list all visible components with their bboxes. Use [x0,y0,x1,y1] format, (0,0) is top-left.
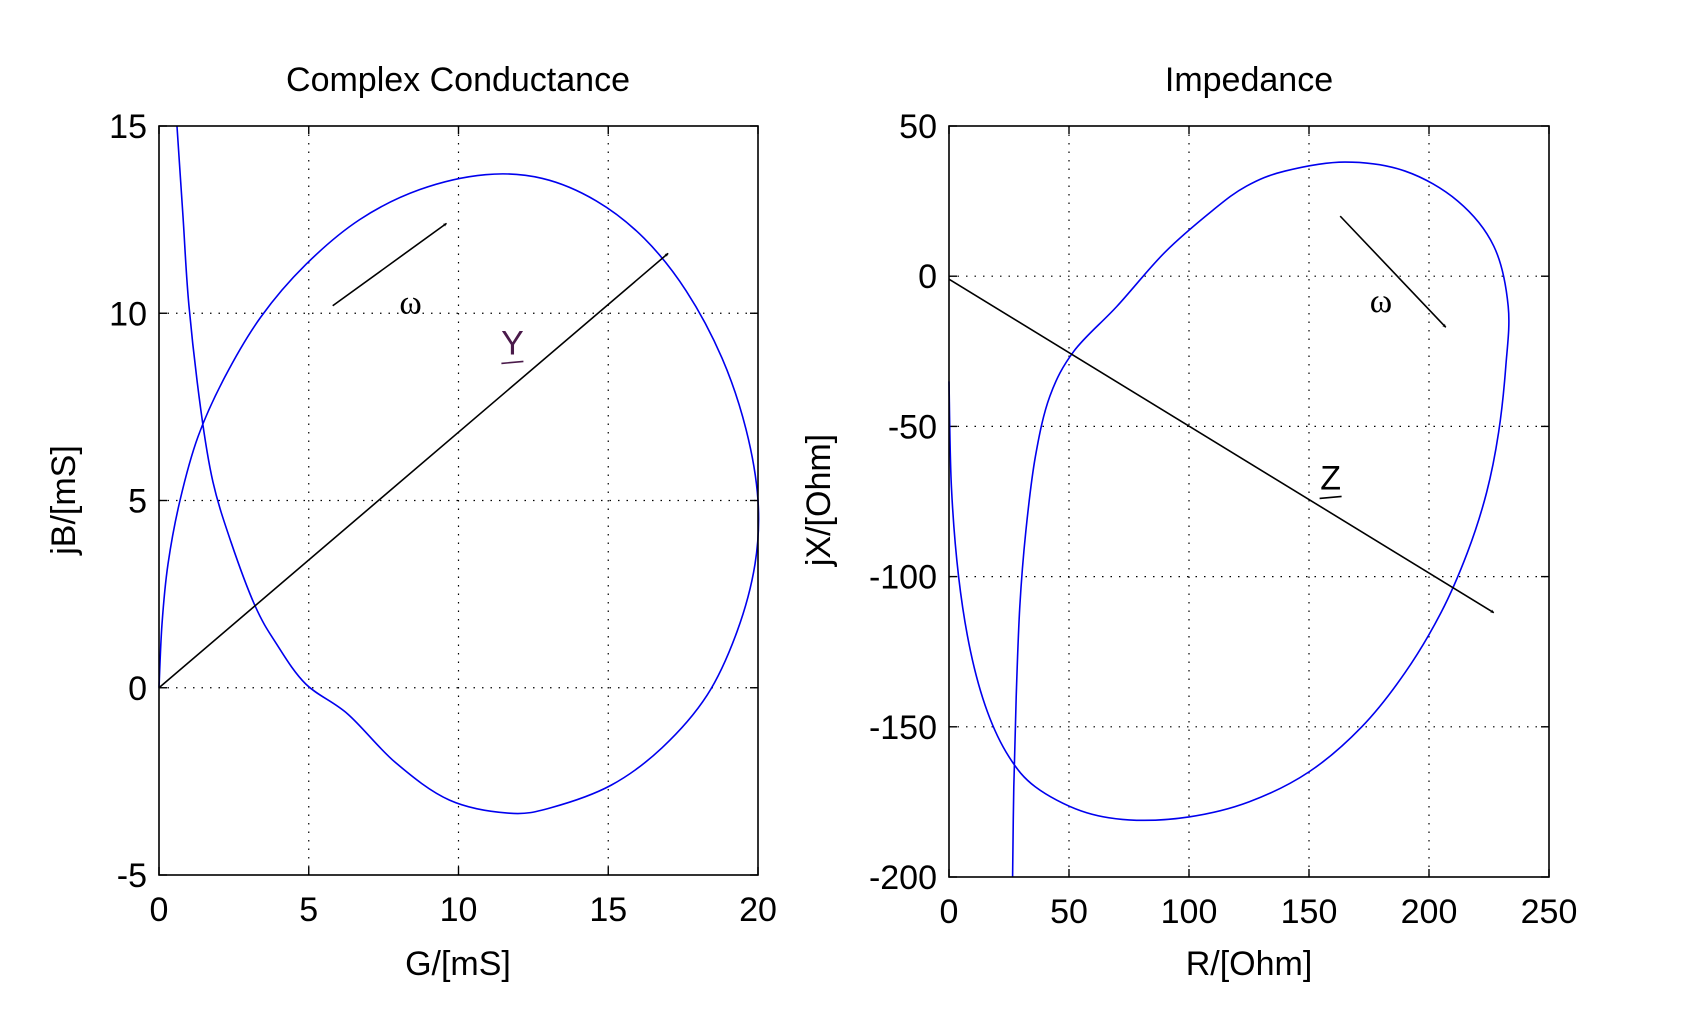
y-tick-label: 15 [109,108,147,146]
x-tick-label: 10 [440,891,478,929]
axes-box [158,125,759,876]
impedance-chart: Impedance Z ω 0 50 100 150 200 250 -200 -150 -1… [800,61,1577,983]
phasor-group: Y [158,252,669,689]
phasor-label: Z [1320,459,1341,497]
x-tick-label: 5 [299,891,318,929]
y-tick-label: 0 [128,670,147,708]
curve-group [158,125,760,815]
x-tick-label: 15 [589,891,627,929]
x-tick-labels: 0 5 10 15 20 [150,891,777,929]
phasor-underline [1319,495,1342,500]
x-tick-label: 200 [1401,893,1458,931]
omega-arrow [1339,215,1447,328]
x-tick-labels: 0 50 100 150 200 250 [940,893,1578,931]
x-tick-label: 0 [940,893,959,931]
x-axis-label: R/[Ohm] [1186,945,1313,983]
x-tick-label: 20 [739,891,777,929]
conductance-chart: Complex Conductance Y ω 0 5 10 15 20 -505101… [45,61,777,983]
phasor-underline [501,360,524,365]
chart-title: Complex Conductance [286,61,630,99]
y-tick-label: -50 [888,408,937,446]
gridlines [158,125,759,876]
axes-box [948,125,1550,878]
y-tick-labels: -200 -150 -100 -50 0 50 [869,108,937,897]
gridlines [948,125,1550,878]
phasor-label: Y [501,324,524,362]
y-axis-label: jX/[Ohm] [800,434,838,567]
omega-label: ω [1370,283,1392,320]
y-tick-label: -5 [117,857,147,895]
phasor-arrow [948,278,1495,614]
y-axis-label: jB/[mS] [45,445,83,556]
omega-group: ω [332,222,447,321]
x-tick-label: 100 [1161,893,1218,931]
y-tick-label: 10 [109,295,147,333]
x-axis-label: G/[mS] [405,945,511,983]
locus-curve [158,125,760,815]
x-tick-label: 50 [1050,893,1088,931]
phasor-group: Z [948,278,1495,614]
y-tick-labels: -5 0 5 10 15 [109,108,147,895]
omega-group: ω [1339,215,1447,328]
curve-group [948,161,1510,878]
chart-title: Impedance [1165,61,1333,99]
x-tick-label: 250 [1521,893,1578,931]
x-tick-label: 150 [1281,893,1338,931]
y-tick-label: -200 [869,859,937,897]
y-tick-label: -150 [869,709,937,747]
y-tick-label: 0 [918,258,937,296]
locus-curve [948,161,1510,878]
omega-label: ω [399,284,421,321]
y-tick-label: 5 [128,483,147,521]
omega-arrow [332,222,447,307]
x-tick-label: 0 [150,891,169,929]
y-tick-label: 50 [899,108,937,146]
phasor-arrow [158,252,669,689]
y-tick-label: -100 [869,559,937,597]
